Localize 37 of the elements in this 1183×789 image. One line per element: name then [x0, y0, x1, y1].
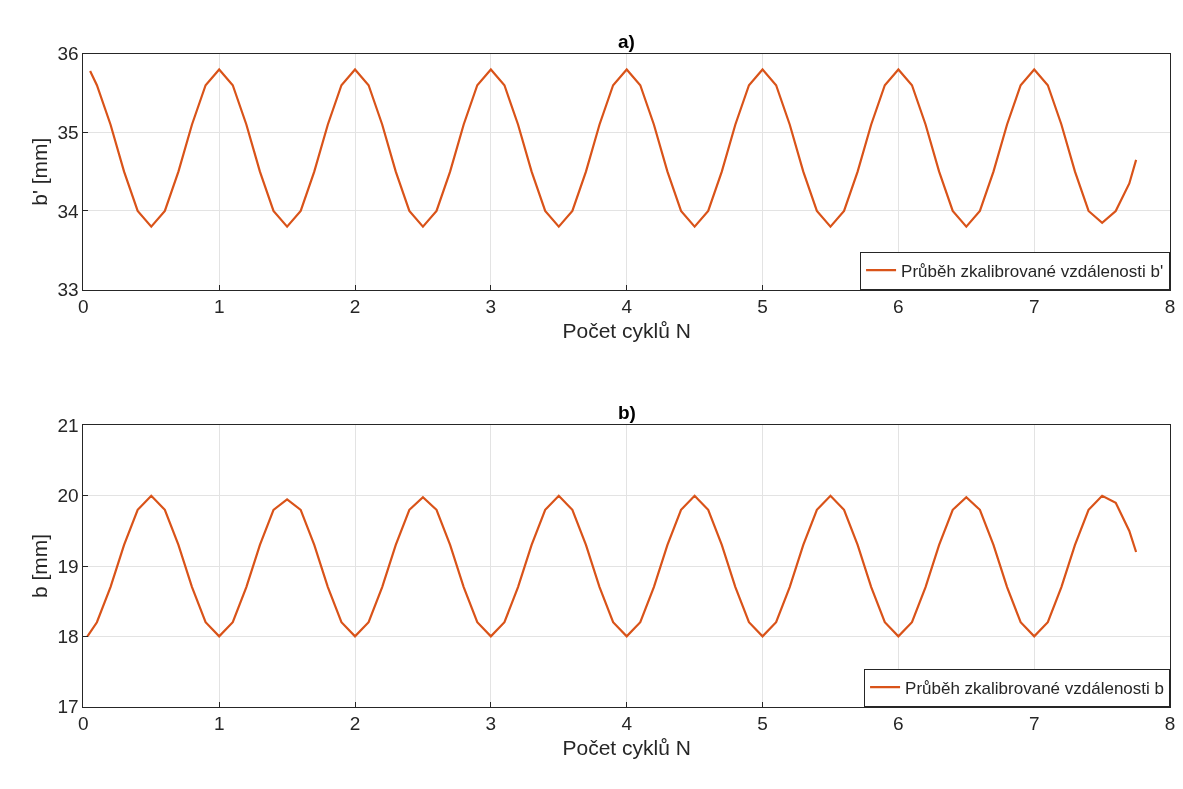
y-tick-label: 19 [57, 555, 79, 577]
x-tick-label: 6 [893, 713, 904, 735]
x-tick-label: 8 [1164, 713, 1176, 735]
x-tick-label: 0 [78, 296, 89, 318]
y-tick-label: 33 [57, 279, 79, 301]
x-tick-label: 7 [1028, 713, 1040, 735]
x-tick-label: 3 [485, 713, 497, 735]
line-series [86, 494, 1138, 638]
x-tick-label: 8 [1164, 296, 1176, 318]
y-axis-title: b' [mm] [27, 137, 51, 206]
x-tick-label: 2 [349, 296, 361, 318]
y-axis-title: b [mm] [27, 533, 51, 599]
y-tick-label: 21 [57, 415, 79, 437]
x-tick-label: 4 [621, 713, 633, 735]
chart-title: b) [618, 402, 636, 423]
y-tick-label: 18 [57, 625, 79, 647]
y-tick-label: 34 [57, 200, 79, 222]
x-tick-label: 1 [213, 713, 225, 735]
y-tick-label: 17 [57, 696, 79, 718]
y-tick-label: 35 [57, 122, 79, 144]
chart-title: a) [618, 31, 635, 52]
x-tick-label: 0 [78, 713, 89, 735]
x-tick-label: 3 [485, 296, 497, 318]
line-series [89, 68, 1138, 228]
legend-label: Průběh zkalibrované vzdálenosti b' [901, 261, 1164, 281]
x-tick-label: 5 [757, 296, 768, 318]
x-axis-title: Počet cyklů N [562, 318, 691, 342]
x-tick-label: 2 [349, 713, 361, 735]
x-tick-label: 4 [621, 296, 633, 318]
x-tick-label: 1 [213, 296, 225, 318]
y-tick-label: 36 [57, 43, 79, 65]
x-tick-label: 5 [757, 713, 768, 735]
x-tick-label: 6 [893, 296, 904, 318]
y-tick-label: 20 [57, 485, 79, 507]
x-axis-title: Počet cyklů N [562, 735, 691, 759]
legend-label: Průběh zkalibrované vzdálenosti b [905, 678, 1165, 698]
x-tick-label: 7 [1028, 296, 1040, 318]
